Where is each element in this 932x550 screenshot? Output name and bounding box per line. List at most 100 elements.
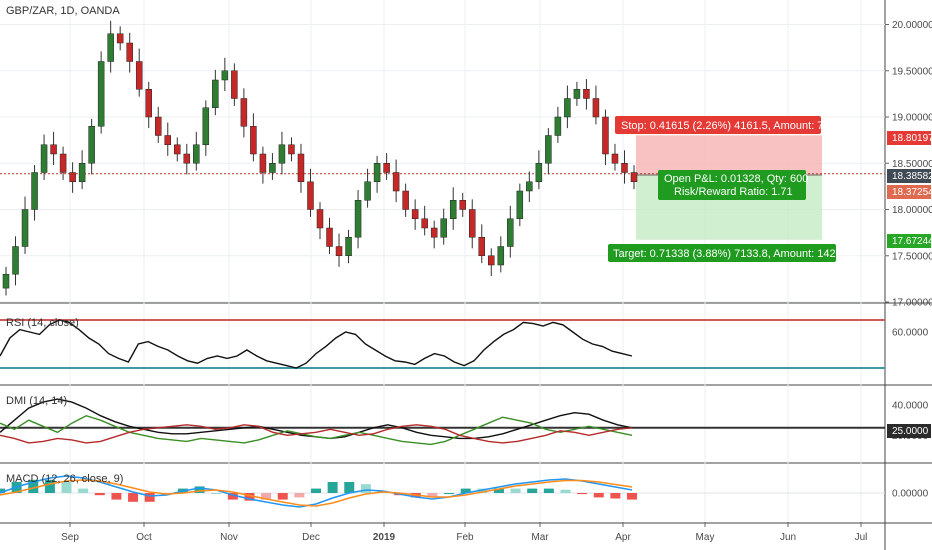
macd-histogram-bar: [344, 482, 355, 493]
candle-body: [573, 89, 581, 99]
macd-histogram-bar: [610, 493, 621, 499]
candle-body: [278, 144, 286, 164]
macd-histogram-bar: [211, 493, 222, 494]
price-tick-label: 17.50000: [892, 251, 932, 262]
candle-body: [126, 42, 133, 62]
candle-body: [345, 237, 352, 256]
candle-body: [107, 33, 114, 62]
candle-body: [449, 200, 457, 219]
pnl-label-line2: Risk/Reward Ratio: 1.71: [674, 186, 793, 198]
macd-signal-line: [0, 479, 633, 507]
current-price-text: 18.38582: [892, 171, 932, 182]
macd-histogram-bar: [111, 493, 122, 500]
candle-body: [193, 144, 200, 164]
candle-body: [516, 190, 524, 219]
macd-histogram-bar: [311, 488, 321, 493]
candle-body: [69, 172, 76, 182]
x-tick-label: Oct: [136, 532, 152, 543]
candle-body: [240, 98, 248, 127]
x-tick-label: Mar: [531, 532, 549, 543]
macd-histogram-bar: [543, 488, 554, 493]
macd-legend: MACD (12, 26, close, 9): [6, 473, 123, 485]
chart-labels: GBP/ZAR, 1D, OANDA RSI (14, close) DMI (…: [6, 5, 123, 485]
macd-histogram-bar: [627, 493, 637, 500]
candle-body: [297, 153, 305, 182]
macd-histogram-bar: [444, 493, 455, 494]
candle-body: [316, 209, 324, 229]
candle-body: [478, 237, 486, 256]
stop-zone: [636, 135, 822, 176]
macd-histogram-bar: [277, 493, 288, 500]
price-axes: Sep Oct Nov Dec 2019 Feb Mar Apr May Jun Jul 20.000…: [61, 20, 932, 543]
x-tick-label: 2019: [373, 532, 396, 543]
stop-price-text: 18.80197: [892, 133, 932, 144]
target-box: [608, 244, 836, 262]
macd-histogram-bar: [78, 488, 89, 493]
macd-histogram-bar: [294, 493, 305, 498]
candle-body: [583, 89, 590, 99]
stop-price-tag: [887, 131, 931, 145]
dmi-level-tag: [887, 424, 931, 438]
target-price-tag: [887, 234, 931, 248]
pnl-label-line1: Open P&L: 0.01328, Qty: 600: [664, 173, 808, 185]
candle-body: [564, 98, 571, 118]
candle-body: [164, 135, 172, 145]
candle-body: [288, 144, 295, 155]
rsi-line: [0, 319, 633, 369]
candle-body: [326, 227, 333, 247]
macd-histogram-bar: [493, 488, 504, 493]
dmi-level-text: 25.0000: [892, 426, 929, 437]
target-price-text: 17.67244: [892, 236, 932, 247]
price-tick-label: 19.00000: [892, 113, 932, 124]
price-tick-label: 20.00000: [892, 20, 932, 31]
candle-body: [40, 144, 48, 173]
candle-body: [335, 246, 343, 256]
candlestick-series: [2, 20, 638, 296]
price-tags: 18.80197 18.38582 18.37254 17.67244 25.0…: [887, 131, 932, 438]
stop-box: [615, 116, 821, 134]
candle-body: [2, 274, 10, 289]
candle-body: [12, 246, 19, 275]
candle-body: [212, 79, 219, 108]
macd-histogram-bar: [28, 479, 39, 493]
macd-histogram-bar: [593, 493, 604, 498]
macd-histogram-bar: [510, 488, 521, 493]
dmi-legend: DMI (14, 14): [6, 395, 67, 407]
price-tick-label: 19.50000: [892, 66, 932, 77]
indicator-panes: [0, 319, 885, 508]
candle-body: [135, 61, 143, 90]
candle-body: [554, 116, 562, 136]
macd-histogram-bar: [244, 493, 255, 501]
dmi-tick-label: 40.0000: [892, 401, 929, 412]
candle-body: [269, 163, 276, 173]
candle-body: [231, 70, 238, 99]
x-tick-label: May: [696, 532, 715, 543]
stop-label: Stop: 0.41615 (2.26%) 4161.5, Amount: 75…: [621, 120, 851, 132]
x-tick-label: Apr: [615, 532, 631, 543]
candle-body: [430, 227, 438, 238]
chart-title: GBP/ZAR, 1D, OANDA: [6, 5, 120, 17]
pnl-box: [658, 170, 806, 200]
entry-price-tag: [887, 185, 931, 199]
candle-body: [354, 200, 362, 238]
candle-body: [174, 144, 181, 155]
price-tick-label: 17.00000: [892, 298, 932, 309]
candle-body: [392, 172, 400, 192]
macd-histogram-bar: [261, 493, 272, 500]
candle-body: [364, 181, 371, 201]
candle-body: [383, 163, 390, 173]
candle-body: [421, 218, 428, 229]
candle-body: [154, 116, 162, 136]
macd-histogram-bar: [144, 493, 155, 502]
candle-body: [488, 255, 495, 266]
macd-histogram-bar: [527, 488, 538, 493]
candle-body: [145, 89, 152, 118]
macd-histogram-bar: [128, 493, 139, 502]
macd-histogram-bar: [577, 493, 588, 495]
candle-body: [307, 181, 314, 210]
candle-body: [21, 209, 29, 247]
x-tick-label: Nov: [220, 532, 238, 543]
macd-histogram-bar: [0, 488, 5, 493]
